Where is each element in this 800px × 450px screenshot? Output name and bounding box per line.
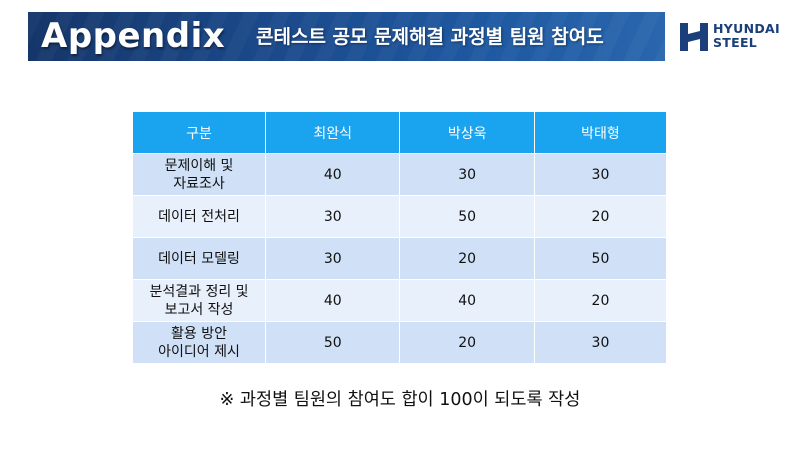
- logo-text: HYUNDAI STEEL: [713, 22, 780, 50]
- logo-line2: STEEL: [713, 35, 758, 50]
- table-row: 분석결과 정리 및 보고서 작성 40 40 20: [133, 279, 666, 321]
- row-label: 데이터 모델링: [133, 237, 266, 279]
- table-row: 문제이해 및 자료조사 40 30 30: [133, 153, 666, 195]
- row-label-line: 아이디어 제시: [158, 343, 240, 360]
- participation-table: 구분 최완식 박상욱 박태형 문제이해 및 자료조사 40 30 30 데이터 …: [133, 112, 666, 363]
- hyundai-steel-logo-icon: [680, 23, 708, 51]
- table-cell: 50: [400, 195, 535, 237]
- column-header-member-1: 최완식: [266, 112, 401, 153]
- table-cell: 30: [266, 195, 401, 237]
- row-label-line: 보고서 작성: [164, 301, 234, 318]
- row-label: 활용 방안 아이디어 제시: [133, 321, 266, 363]
- column-header-category: 구분: [133, 112, 266, 153]
- table-cell: 40: [266, 153, 401, 195]
- table-row: 데이터 전처리 30 50 20: [133, 195, 666, 237]
- row-label: 데이터 전처리: [133, 195, 266, 237]
- table-cell: 30: [400, 153, 535, 195]
- header-banner: Appendix 콘테스트 공모 문제해결 과정별 팀원 참여도: [28, 12, 665, 61]
- row-label: 문제이해 및 자료조사: [133, 153, 266, 195]
- table-cell: 30: [534, 153, 666, 195]
- table-cell: 50: [266, 321, 401, 363]
- logo-line1: HYUNDAI: [713, 21, 780, 36]
- row-label-line: 문제이해 및: [164, 157, 234, 174]
- footnote: ※ 과정별 팀원의 참여도 합이 100이 되도록 작성: [219, 390, 581, 410]
- table-cell: 40: [266, 279, 401, 321]
- row-label-line: 분석결과 정리 및: [149, 283, 249, 300]
- table-cell: 20: [534, 195, 666, 237]
- table-row: 데이터 모델링 30 20 50: [133, 237, 666, 279]
- table-cell: 20: [400, 237, 535, 279]
- table-cell: 20: [400, 321, 535, 363]
- row-label-line: 활용 방안: [171, 325, 227, 342]
- row-label-line: 자료조사: [173, 175, 225, 192]
- page-title: Appendix: [41, 16, 226, 56]
- page-subtitle: 콘테스트 공모 문제해결 과정별 팀원 참여도: [256, 26, 604, 48]
- column-header-member-2: 박상욱: [400, 112, 535, 153]
- table-cell: 50: [534, 237, 666, 279]
- table-cell: 40: [400, 279, 535, 321]
- row-label: 분석결과 정리 및 보고서 작성: [133, 279, 266, 321]
- hyundai-steel-logo: HYUNDAI STEEL: [679, 22, 780, 52]
- table-row: 활용 방안 아이디어 제시 50 20 30: [133, 321, 666, 363]
- table-cell: 30: [534, 321, 666, 363]
- table-cell: 20: [534, 279, 666, 321]
- table-cell: 30: [266, 237, 401, 279]
- table-header-row: 구분 최완식 박상욱 박태형: [133, 112, 666, 153]
- column-header-member-3: 박태형: [534, 112, 666, 153]
